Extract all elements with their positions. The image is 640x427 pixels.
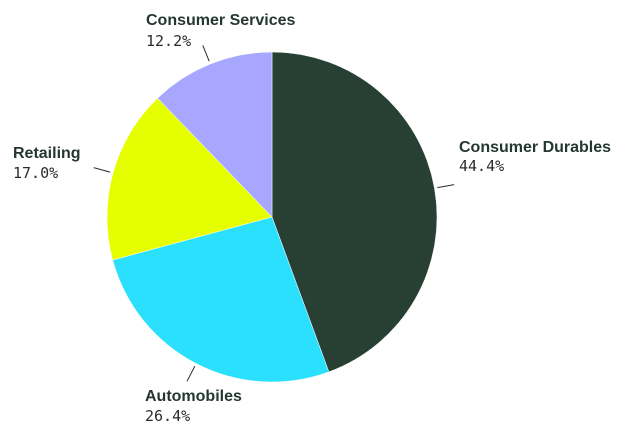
pie-slice-consumer-durables [271,51,438,373]
label-automobiles: Automobiles 26.4% [145,388,242,425]
label-retailing: Retailing 17.0% [13,145,81,182]
leader-line [437,184,455,189]
pie-slice-retailing [106,97,273,261]
slice-name-label: Automobiles [145,388,242,405]
leader-line [186,365,196,382]
label-consumer-durables: Consumer Durables 44.4% [459,139,611,175]
slice-name-label: Retailing [13,145,81,162]
leader-line [93,167,111,173]
label-consumer-services: Consumer Services 12.2% [146,12,296,50]
pie-slices [106,51,438,383]
slice-name-label: Consumer Services [146,12,296,29]
slice-value-label: 17.0% [13,164,58,182]
slice-value-label: 26.4% [145,407,190,425]
slice-value-label: 44.4% [459,157,504,175]
slice-name-label: Consumer Durables [459,139,611,156]
leader-line [202,45,210,62]
pie-slice-consumer-services [157,51,273,218]
slice-value-label: 12.2% [146,32,191,50]
leader-lines [93,45,455,382]
pie-slice-automobiles [112,216,330,383]
